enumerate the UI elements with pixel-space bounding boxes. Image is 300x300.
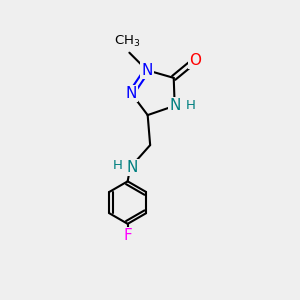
Text: F: F xyxy=(123,228,132,243)
Text: H: H xyxy=(113,159,123,172)
Text: N: N xyxy=(126,86,137,101)
Text: H: H xyxy=(186,99,196,112)
Text: CH$_3$: CH$_3$ xyxy=(114,34,140,49)
Text: N: N xyxy=(141,63,153,78)
Text: O: O xyxy=(189,53,201,68)
Text: N: N xyxy=(169,98,180,113)
Text: N: N xyxy=(127,160,138,175)
